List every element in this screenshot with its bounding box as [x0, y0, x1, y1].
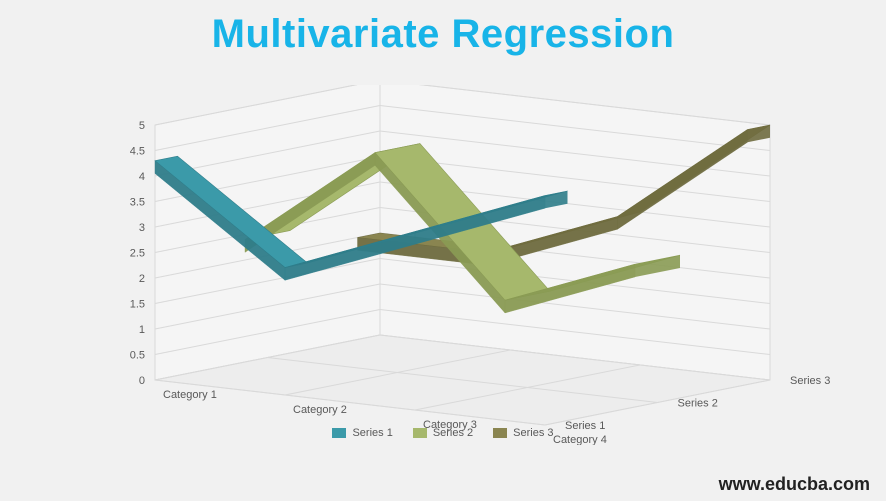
svg-text:3.5: 3.5	[130, 197, 145, 209]
legend-label: Series 2	[433, 427, 473, 439]
legend-item: Series 2	[413, 427, 473, 439]
svg-text:2.5: 2.5	[130, 248, 145, 260]
legend-label: Series 3	[513, 427, 553, 439]
svg-text:Series 2: Series 2	[678, 398, 718, 410]
chart-3d-line: 0 0.5 1 1.5 2 2.5 3 3.5 4 4.5 5 Category 1 Category…	[40, 85, 846, 445]
legend-swatch	[493, 428, 507, 438]
svg-text:4: 4	[139, 171, 145, 183]
svg-text:Category 2: Category 2	[293, 404, 347, 416]
legend-item: Series 3	[493, 427, 553, 439]
svg-text:0.5: 0.5	[130, 350, 145, 362]
legend-item: Series 1	[332, 427, 392, 439]
chart-legend: Series 1 Series 2 Series 3	[40, 427, 846, 441]
svg-text:1.5: 1.5	[130, 299, 145, 311]
svg-text:1: 1	[139, 324, 145, 336]
svg-text:3: 3	[139, 222, 145, 234]
svg-text:0: 0	[139, 375, 145, 387]
chart-svg: 0 0.5 1 1.5 2 2.5 3 3.5 4 4.5 5 Category 1 Category…	[40, 85, 846, 445]
page-title: Multivariate Regression	[0, 12, 886, 57]
legend-swatch	[413, 428, 427, 438]
svg-text:5: 5	[139, 120, 145, 132]
legend-swatch	[332, 428, 346, 438]
svg-text:2: 2	[139, 273, 145, 285]
watermark-text: www.educba.com	[719, 474, 870, 495]
svg-text:Series 3: Series 3	[790, 375, 830, 387]
legend-label: Series 1	[352, 427, 392, 439]
svg-text:4.5: 4.5	[130, 146, 145, 158]
svg-text:Category 1: Category 1	[163, 389, 217, 401]
